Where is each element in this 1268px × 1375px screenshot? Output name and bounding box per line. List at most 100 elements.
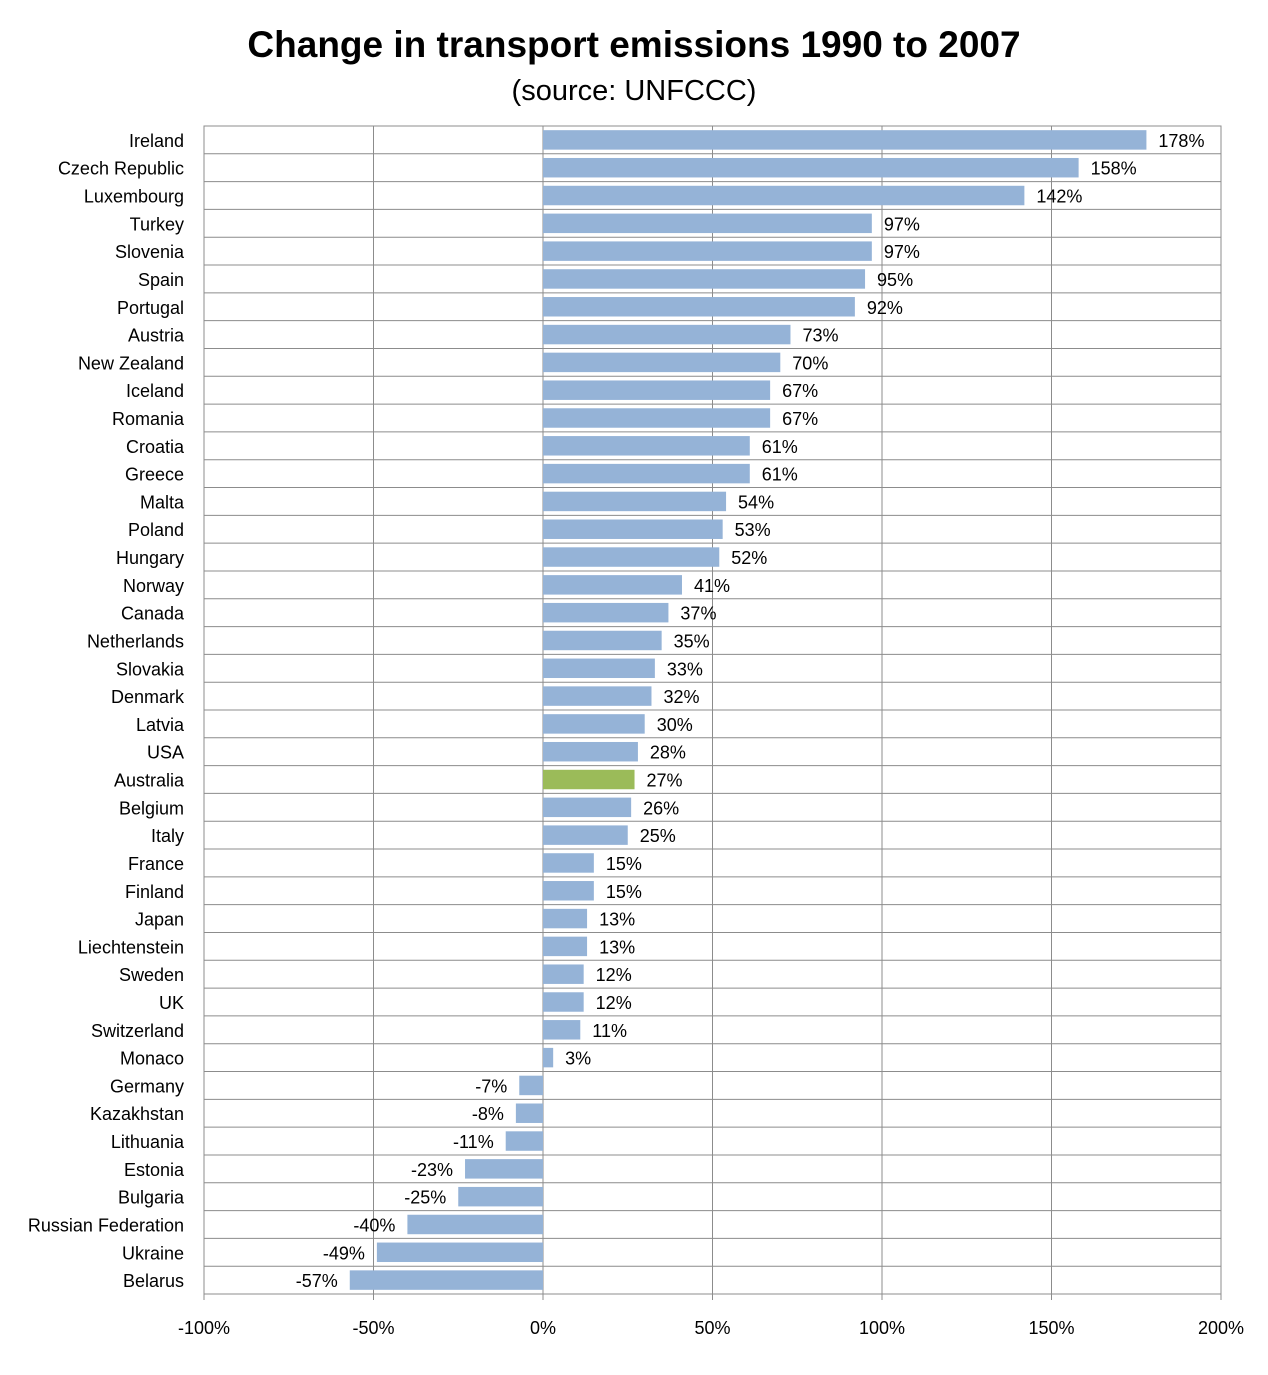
data-label: 92% — [867, 298, 903, 318]
chart-title: Change in transport emissions 1990 to 20… — [247, 24, 1020, 65]
data-label: 32% — [663, 687, 699, 707]
bar-japan — [543, 908, 588, 929]
bar-lithuania — [505, 1131, 543, 1151]
category-label: Luxembourg — [84, 187, 184, 207]
data-label: -23% — [411, 1160, 453, 1180]
data-label: 25% — [640, 826, 676, 846]
data-label: -7% — [475, 1076, 507, 1096]
data-label: 28% — [650, 743, 686, 763]
bar-australia — [543, 769, 635, 790]
bar-liechtenstein — [543, 936, 588, 957]
data-label: 26% — [643, 798, 679, 818]
bar-netherlands — [543, 630, 662, 651]
bar-switzerland — [543, 1020, 581, 1040]
bar-hungary — [543, 547, 720, 567]
category-label: Kazakhstan — [90, 1104, 184, 1124]
bar-canada — [543, 602, 669, 623]
data-label: 3% — [565, 1049, 591, 1069]
category-label: Belarus — [123, 1271, 184, 1291]
category-label: Austria — [128, 326, 185, 346]
category-label: Portugal — [117, 298, 184, 318]
category-label: Malta — [140, 492, 185, 512]
data-label: 95% — [877, 270, 913, 290]
bar-austria — [543, 324, 791, 345]
category-label: New Zealand — [78, 353, 184, 373]
x-tick-label: 50% — [694, 1318, 730, 1338]
data-label: 37% — [680, 604, 716, 624]
bar-slovakia — [543, 658, 655, 679]
category-label: Norway — [123, 576, 184, 596]
bars — [349, 130, 1147, 1290]
category-label: UK — [159, 993, 184, 1013]
x-axis-ticks: -100% -50% 0% 50% 100% 150% 200% — [178, 1294, 1244, 1338]
data-label: -8% — [472, 1104, 504, 1124]
data-label: 70% — [792, 353, 828, 373]
category-label: Estonia — [124, 1160, 185, 1180]
bar-greece — [543, 463, 750, 484]
bar-romania — [543, 408, 771, 428]
bar-monaco — [543, 1047, 554, 1068]
bar-ireland — [543, 130, 1147, 150]
data-label: 52% — [731, 548, 767, 568]
bar-slovenia — [543, 241, 872, 261]
category-label: France — [128, 854, 184, 874]
data-label: 53% — [735, 520, 771, 540]
data-label: -57% — [296, 1271, 338, 1291]
bar-kazakhstan — [515, 1103, 543, 1123]
category-label: Czech Republic — [58, 159, 184, 179]
x-tick-label: -50% — [352, 1318, 394, 1338]
grid — [203, 125, 1222, 1295]
bar-estonia — [465, 1159, 543, 1179]
category-label: Iceland — [126, 381, 184, 401]
data-label: 142% — [1036, 187, 1082, 207]
bar-latvia — [543, 714, 645, 734]
x-tick-label: 0% — [530, 1318, 556, 1338]
category-label: Romania — [112, 409, 185, 429]
bar-bulgaria — [458, 1186, 543, 1207]
bar-uk — [543, 992, 584, 1012]
category-label: Russian Federation — [28, 1215, 184, 1235]
data-label: 30% — [657, 715, 693, 735]
category-label: Australia — [114, 771, 185, 791]
data-label: 178% — [1158, 131, 1204, 151]
chart-subtitle: (source: UNFCCC) — [512, 75, 757, 107]
category-label: Bulgaria — [118, 1188, 185, 1208]
data-label: 73% — [802, 326, 838, 346]
category-label: Belgium — [119, 798, 184, 818]
category-label: Denmark — [111, 687, 185, 707]
data-label: 61% — [762, 465, 798, 485]
category-label: Croatia — [126, 437, 185, 457]
data-label: 15% — [606, 854, 642, 874]
category-label: Italy — [151, 826, 184, 846]
data-label: 158% — [1091, 159, 1137, 179]
data-label: 13% — [599, 910, 635, 930]
bar-czech-republic — [543, 157, 1079, 178]
data-label: 35% — [674, 631, 710, 651]
bar-belgium — [543, 797, 632, 818]
category-label: Germany — [110, 1076, 184, 1096]
data-label: 12% — [596, 965, 632, 985]
data-label: -11% — [453, 1132, 494, 1152]
category-label: Japan — [135, 910, 184, 930]
category-label: Turkey — [130, 214, 184, 234]
bar-germany — [519, 1075, 543, 1096]
data-label: 97% — [884, 242, 920, 262]
data-label: 41% — [694, 576, 730, 596]
x-tick-label: 200% — [1198, 1318, 1244, 1338]
data-label: 61% — [762, 437, 798, 457]
bar-finland — [543, 881, 594, 901]
data-label: 15% — [606, 882, 642, 902]
bar-poland — [543, 519, 723, 539]
bar-spain — [543, 269, 866, 289]
bar-new-zealand — [543, 352, 781, 373]
bar-luxembourg — [543, 185, 1025, 206]
bar-croatia — [543, 436, 750, 456]
category-label: Canada — [121, 604, 185, 624]
bar-malta — [543, 491, 727, 512]
data-label: 33% — [667, 659, 703, 679]
data-labels: 178% 158% 142% 97% 97% 95% 92% 73% 70% 67% 67% 61% 6… — [296, 131, 1205, 1291]
data-label: 11% — [592, 1021, 627, 1041]
category-label: Liechtenstein — [78, 937, 184, 957]
